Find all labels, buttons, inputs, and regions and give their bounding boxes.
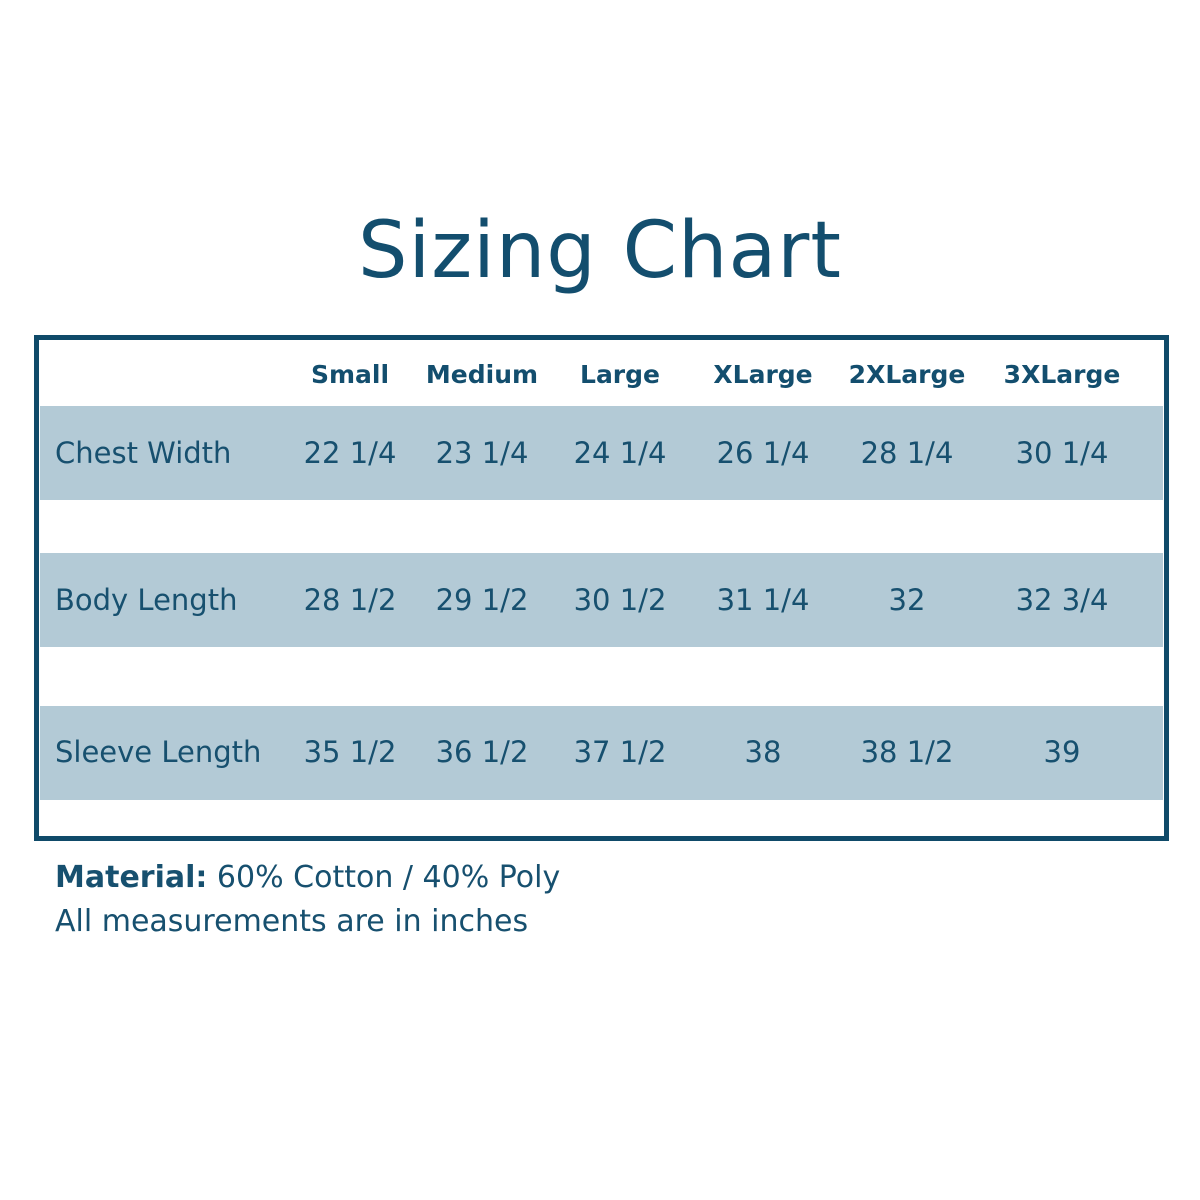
table-cell: 37 1/2 — [573, 735, 667, 769]
table-cell: 30 1/4 — [1015, 436, 1109, 470]
material-line: Material: 60% Cotton / 40% Poly — [55, 860, 560, 895]
table-cell: 22 1/4 — [303, 436, 397, 470]
table-cell: 29 1/2 — [435, 583, 529, 617]
table-cell: 32 3/4 — [1015, 583, 1109, 617]
table-cell: 35 1/2 — [303, 735, 397, 769]
column-header: Medium — [425, 360, 539, 389]
material-value: 60% Cotton / 40% Poly — [207, 860, 561, 895]
row-band-sleeve — [40, 706, 1163, 800]
column-header: XLarge — [713, 360, 813, 389]
table-cell: 30 1/2 — [573, 583, 667, 617]
table-cell: 36 1/2 — [435, 735, 529, 769]
table-cell: 28 1/2 — [303, 583, 397, 617]
table-cell: 38 1/2 — [860, 735, 954, 769]
row-label: Chest Width — [55, 436, 232, 470]
page-title: Sizing Chart — [358, 206, 842, 296]
material-label: Material: — [55, 860, 208, 895]
column-header: 2XLarge — [848, 360, 966, 389]
table-cell: 28 1/4 — [860, 436, 954, 470]
column-header: 3XLarge — [1003, 360, 1121, 389]
measurement-note: All measurements are in inches — [55, 904, 529, 939]
table-cell: 38 — [744, 735, 782, 769]
table-cell: 39 — [1043, 735, 1081, 769]
row-band-body — [40, 553, 1163, 647]
table-cell: 23 1/4 — [435, 436, 529, 470]
table-cell: 26 1/4 — [716, 436, 810, 470]
row-band-chest — [40, 406, 1163, 500]
column-header: Large — [580, 360, 660, 389]
table-cell: 32 — [888, 583, 926, 617]
row-label: Body Length — [55, 583, 238, 617]
sizing-table-frame — [34, 335, 1169, 841]
table-cell: 31 1/4 — [716, 583, 810, 617]
column-header: Small — [310, 360, 390, 389]
row-label: Sleeve Length — [55, 735, 262, 769]
table-cell: 24 1/4 — [573, 436, 667, 470]
